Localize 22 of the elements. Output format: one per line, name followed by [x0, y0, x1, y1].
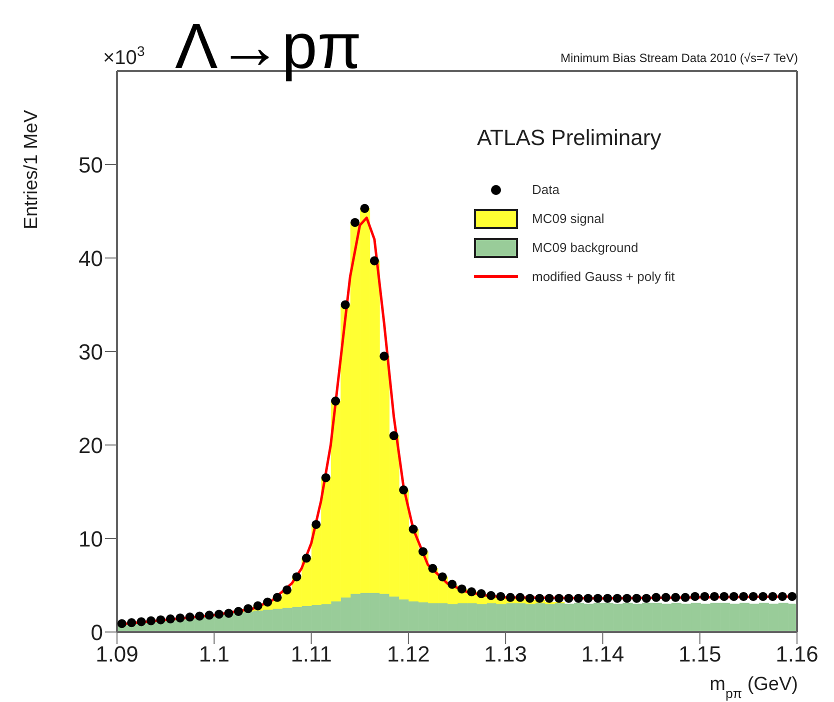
y-tick-label: 30: [78, 339, 103, 364]
x-axis-title: m$_{pπ}$ (GeV): [710, 674, 798, 700]
x-tick-label: 1.13: [484, 642, 527, 667]
y-tick-label: 50: [78, 152, 103, 178]
x-tick-label: 1.15: [678, 642, 722, 667]
legend-label: MC09 background: [532, 240, 638, 255]
x-tick-label: 1.11: [290, 642, 332, 667]
legend-label: MC09 signal: [532, 211, 604, 226]
x-tick-label: 1.1: [198, 642, 230, 667]
y-tick-label: 40: [78, 246, 103, 271]
x-tick-label: 1.12: [387, 642, 430, 667]
legend-label: modified Gauss + poly fit: [532, 269, 675, 284]
y-axis-title: Entries/1 MeV: [21, 110, 42, 230]
x-tick-label: 1.16: [776, 642, 818, 667]
chart-title: Λ→pπ: [175, 10, 362, 82]
x-tick-label: 1.14: [581, 642, 624, 667]
text: ×10$^{3}$: [103, 43, 145, 69]
y-tick-label: 20: [78, 432, 103, 458]
y-tick-label: 10: [78, 526, 103, 552]
annotation: ATLAS Preliminary: [477, 125, 662, 150]
legend-label: Data: [532, 182, 560, 197]
chart-subtitle: Minimum Bias Stream Data 2010 (√s=7 TeV): [560, 51, 798, 65]
